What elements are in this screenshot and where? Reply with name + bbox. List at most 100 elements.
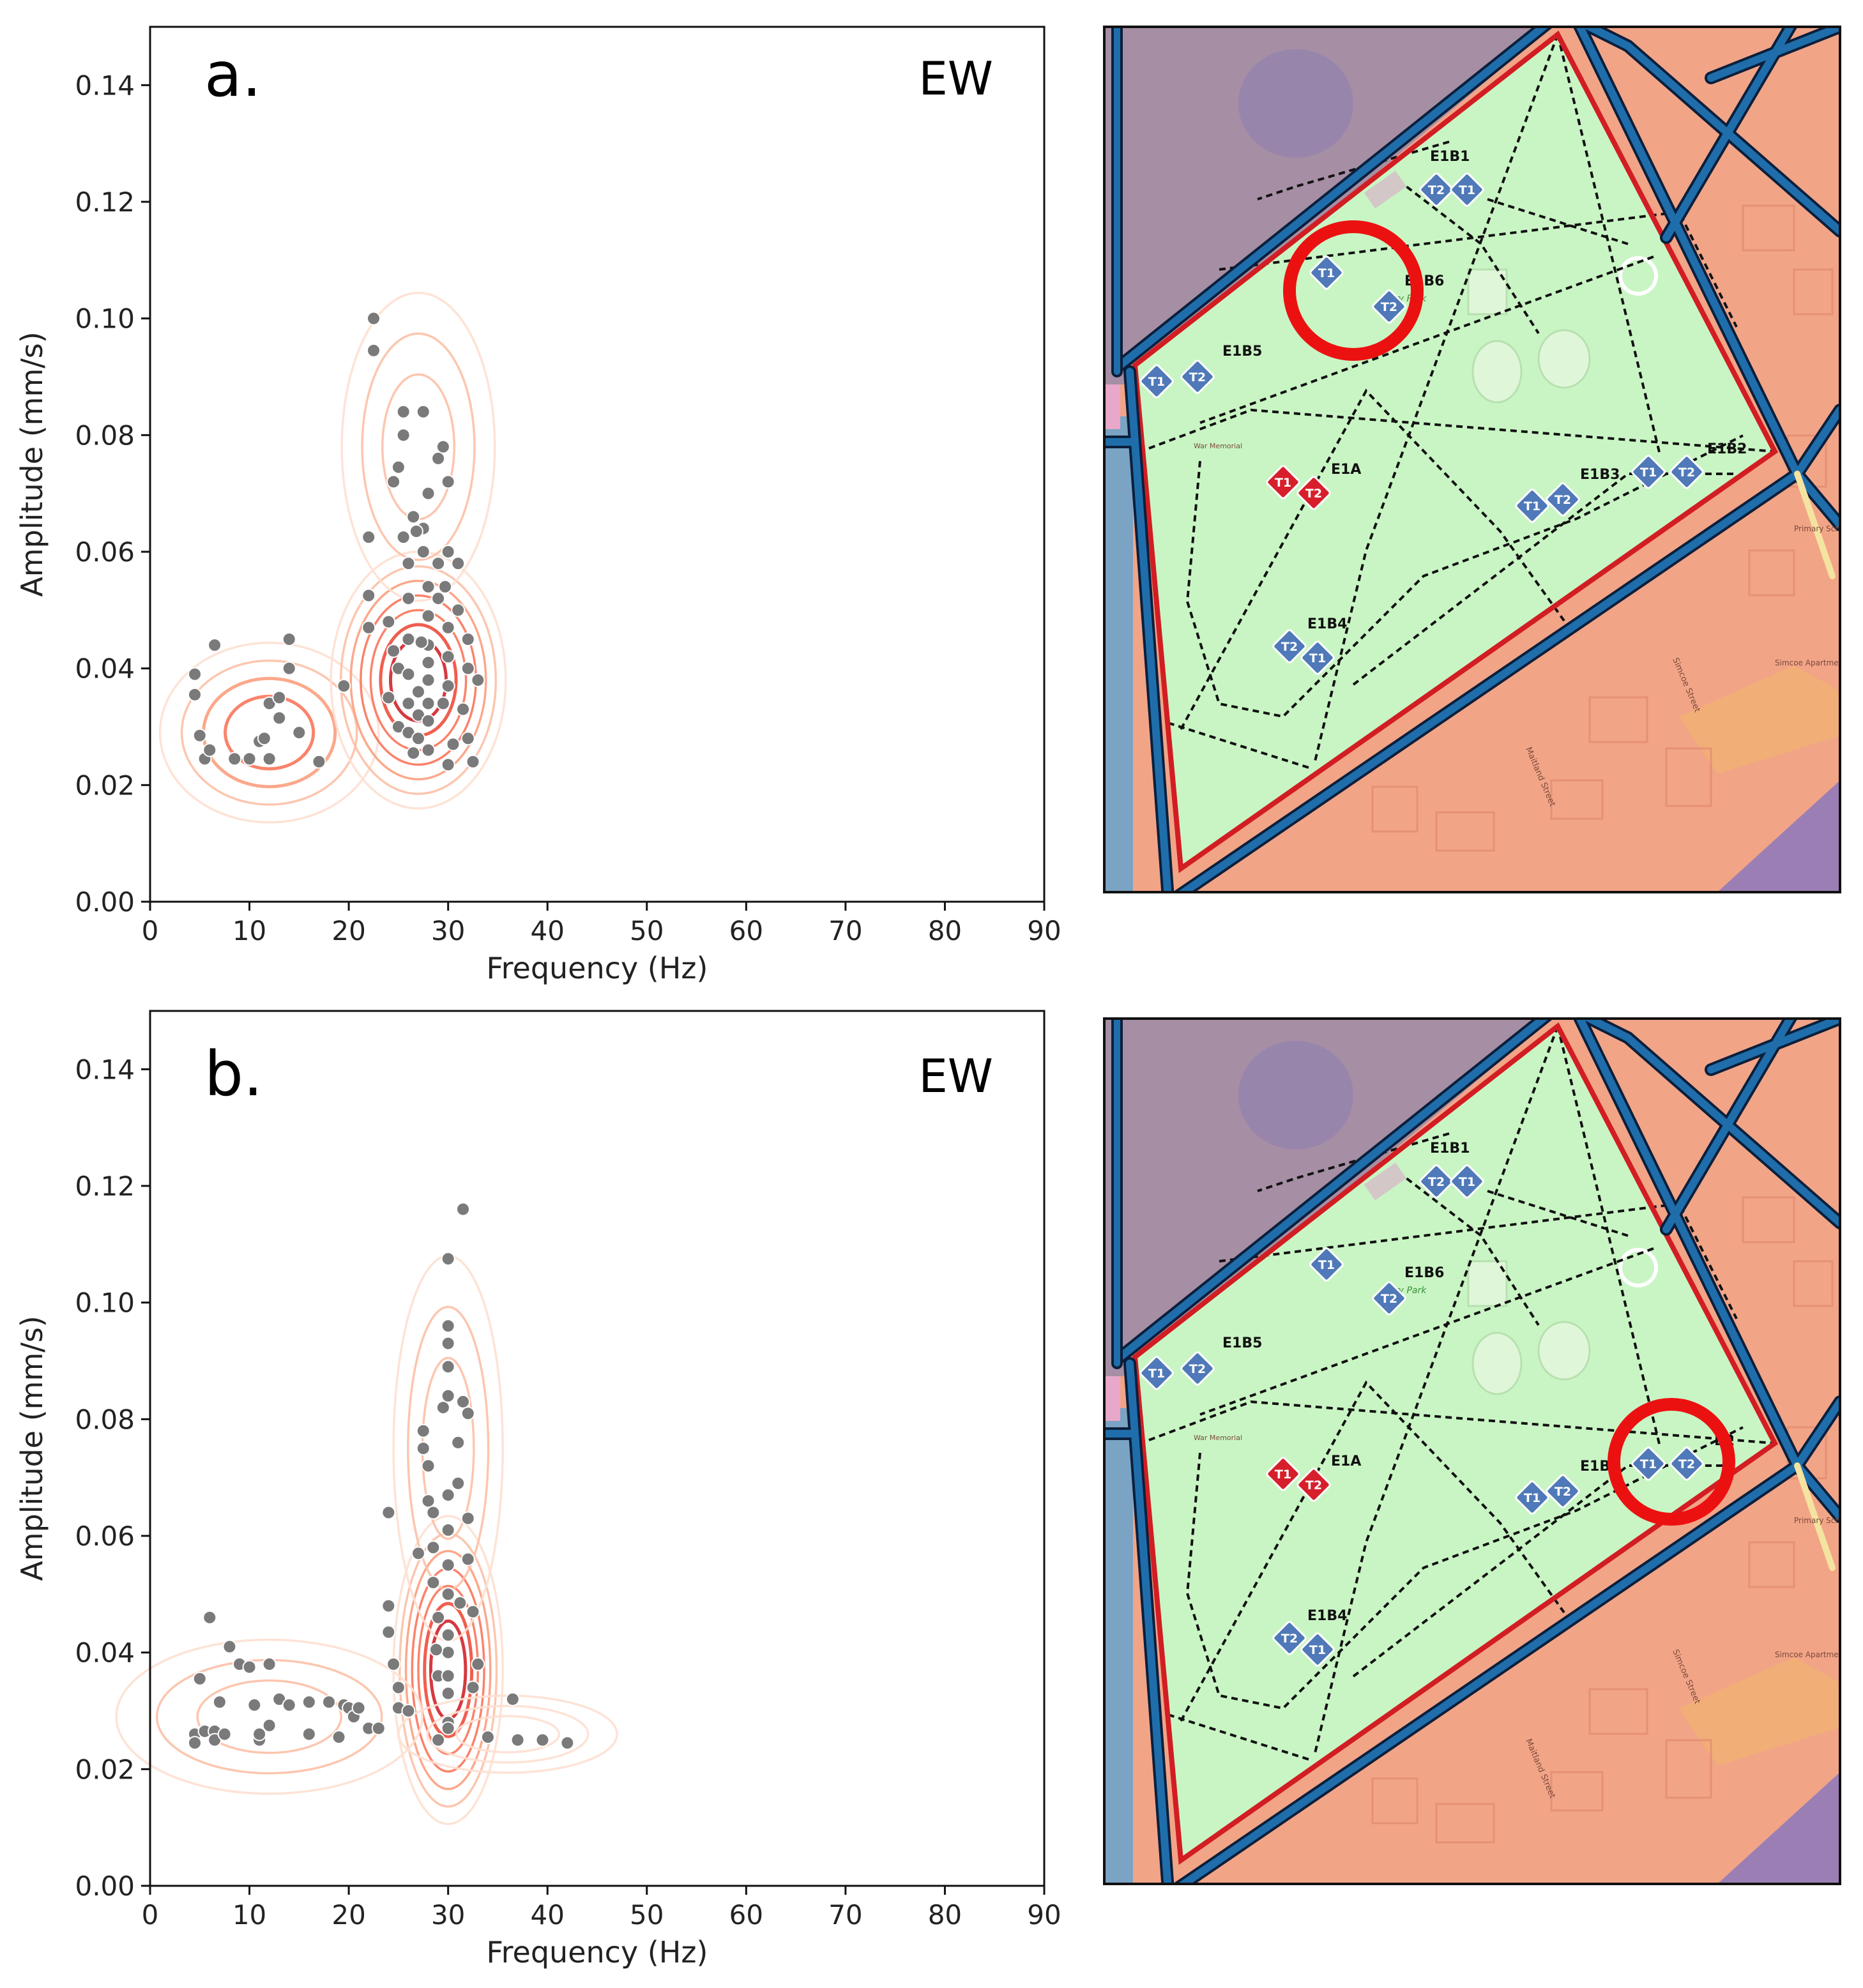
left-strip	[1104, 416, 1133, 892]
sensor-marker: T2	[1372, 1281, 1406, 1316]
data-point	[371, 1721, 386, 1736]
data-point	[441, 757, 455, 772]
data-point	[262, 1657, 277, 1671]
memorial-label: War Memorial	[1194, 442, 1242, 450]
sensor-marker: T1	[1266, 465, 1300, 499]
sensor-diamond-icon	[1546, 1474, 1580, 1508]
y-tick-label: 0.06	[75, 1521, 135, 1552]
building-label: Simcoe Apartments	[1775, 1650, 1850, 1659]
sensor-label: T1	[1275, 1468, 1291, 1482]
sensor-marker: T2	[1546, 482, 1580, 517]
data-point	[441, 1686, 455, 1701]
sensor-diamond-icon	[1266, 1457, 1300, 1491]
building-outlines	[1371, 1196, 1834, 1844]
data-point	[386, 1657, 401, 1671]
sensor-marker: T2	[1272, 1621, 1307, 1655]
map-frame	[1103, 26, 1841, 893]
sensor-marker: T1	[1515, 489, 1549, 523]
site-boundary	[1132, 30, 1779, 874]
plot-area	[150, 1011, 1044, 1886]
data-point	[451, 1435, 466, 1450]
data-point	[409, 524, 423, 539]
density-contour	[404, 1549, 492, 1791]
sensor-diamond-icon	[1372, 289, 1406, 324]
data-point	[282, 661, 296, 676]
data-point	[396, 530, 411, 545]
x-tick-label: 90	[1027, 915, 1061, 946]
zone-label: E1B	[1580, 1459, 1610, 1475]
sensor-label: T2	[1428, 1175, 1445, 1189]
y-tick-label: 0.14	[75, 70, 135, 101]
pond-shape	[1238, 49, 1353, 158]
zone-label: E1B4	[1307, 1608, 1347, 1624]
x-axis-ticks: 0 10 20 30 40 50 60 70 80 90	[142, 1886, 1061, 1931]
data-point	[451, 1476, 466, 1491]
zone-label: E1B3	[1580, 467, 1620, 483]
data-point	[272, 711, 287, 725]
data-point	[431, 1733, 446, 1747]
y-tick-label: 0.02	[75, 770, 135, 801]
x-tick-label: 20	[331, 1899, 365, 1931]
sensor-marker: T2	[1419, 1164, 1454, 1199]
sensor-marker: T1	[1309, 255, 1344, 290]
zone-label: E1B1	[1430, 149, 1470, 165]
data-point	[436, 696, 450, 711]
data-point	[466, 1604, 480, 1619]
data-point	[227, 752, 242, 766]
x-tick-label: 50	[630, 915, 664, 946]
density-contour	[196, 1679, 342, 1754]
building-outlines	[1371, 204, 1834, 852]
y-tick-label: 0.08	[75, 1404, 135, 1435]
sensor-diamond-icon	[1631, 1446, 1666, 1481]
data-point	[441, 1522, 455, 1537]
x-tick-label: 70	[828, 915, 862, 946]
data-point	[242, 1660, 257, 1674]
sensor-diamond-icon	[1515, 1480, 1549, 1515]
data-point	[456, 702, 470, 717]
data-point	[416, 545, 430, 559]
component-label: EW	[918, 1049, 993, 1103]
data-point	[471, 1657, 485, 1671]
data-point	[272, 690, 287, 705]
data-point	[560, 1736, 575, 1750]
data-point	[446, 737, 460, 752]
data-point	[381, 1598, 396, 1613]
sensor-diamond-icon	[1266, 465, 1300, 499]
sensor-label: T1	[1318, 1258, 1335, 1272]
sensor-marker: T1	[1450, 172, 1484, 207]
data-point	[421, 579, 436, 594]
left-strip	[1104, 1408, 1133, 1884]
y-tick-label: 0.04	[75, 653, 135, 685]
data-point	[312, 754, 326, 769]
data-point	[453, 1596, 468, 1611]
x-tick-label: 70	[828, 1899, 862, 1931]
y-tick-label: 0.10	[75, 1287, 135, 1319]
data-point	[416, 1441, 430, 1455]
density-contour	[115, 1638, 423, 1795]
sensor-diamond-icon	[1450, 172, 1484, 207]
panel-label: b.	[204, 1038, 262, 1110]
sensor-label: T2	[1555, 1485, 1571, 1499]
data-point	[208, 638, 222, 653]
density-contour	[361, 332, 476, 561]
sensor-label: T2	[1428, 183, 1445, 197]
data-point	[426, 1540, 441, 1555]
sensor-diamond-icon	[1272, 629, 1307, 664]
data-point	[202, 743, 217, 757]
sensor-diamond-icon	[1309, 1247, 1344, 1282]
sensor-diamond-icon	[1300, 641, 1335, 675]
site-boundary	[1132, 1022, 1779, 1865]
sensor-diamond-icon	[1631, 455, 1666, 489]
park-features	[1467, 268, 1591, 404]
data-point	[247, 1697, 262, 1712]
sensor-diamond-icon	[1180, 360, 1215, 394]
data-point	[460, 1406, 475, 1421]
plot-area	[150, 27, 1044, 902]
sensor-markers: T2 T1 T1 T2 T1 T2 T1 T2 T1 T2 T1 T2 T2 T1	[1139, 172, 1704, 675]
x-tick-label: 50	[630, 1899, 664, 1931]
sensor-label: T2	[1678, 466, 1695, 480]
data-point	[257, 731, 271, 746]
x-tick-label: 60	[729, 915, 763, 946]
data-point	[396, 404, 411, 419]
sensor-marker: T1	[1300, 1632, 1335, 1667]
